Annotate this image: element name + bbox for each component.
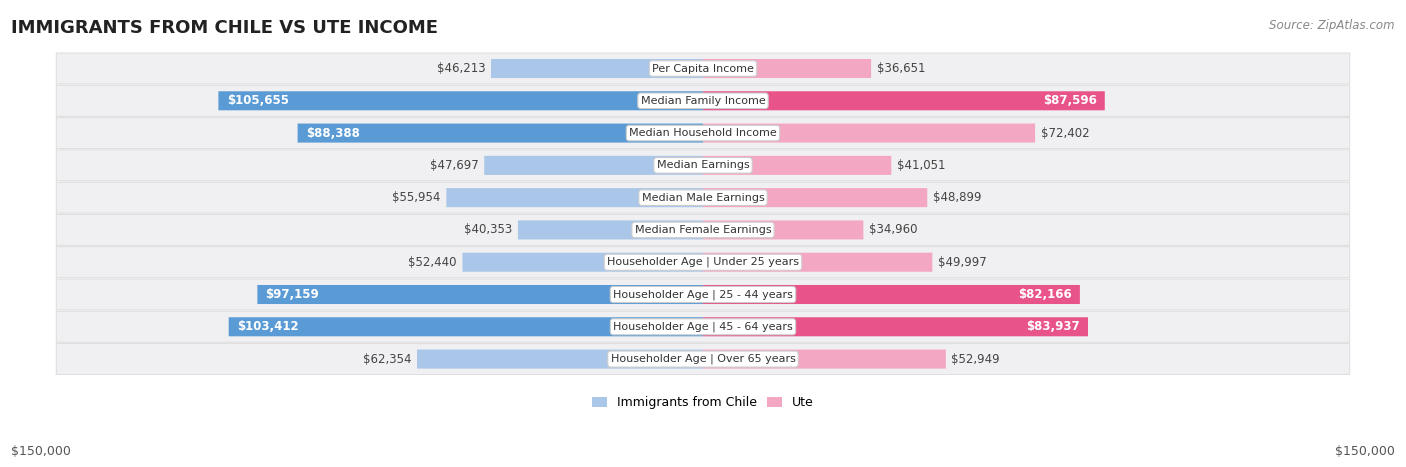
FancyBboxPatch shape xyxy=(703,350,946,368)
FancyBboxPatch shape xyxy=(703,124,1035,142)
FancyBboxPatch shape xyxy=(463,253,703,272)
Text: Median Family Income: Median Family Income xyxy=(641,96,765,106)
Text: $36,651: $36,651 xyxy=(876,62,925,75)
Text: $150,000: $150,000 xyxy=(1334,445,1395,458)
FancyBboxPatch shape xyxy=(56,279,1350,310)
Text: Per Capita Income: Per Capita Income xyxy=(652,64,754,73)
Text: Householder Age | Over 65 years: Householder Age | Over 65 years xyxy=(610,354,796,364)
FancyBboxPatch shape xyxy=(218,91,703,110)
Text: $46,213: $46,213 xyxy=(437,62,485,75)
Text: $97,159: $97,159 xyxy=(266,288,319,301)
FancyBboxPatch shape xyxy=(56,344,1350,375)
Text: $49,997: $49,997 xyxy=(938,256,987,269)
Text: $88,388: $88,388 xyxy=(307,127,360,140)
Text: Householder Age | 45 - 64 years: Householder Age | 45 - 64 years xyxy=(613,322,793,332)
FancyBboxPatch shape xyxy=(229,317,703,336)
FancyBboxPatch shape xyxy=(703,59,872,78)
Text: IMMIGRANTS FROM CHILE VS UTE INCOME: IMMIGRANTS FROM CHILE VS UTE INCOME xyxy=(11,19,439,37)
Text: $62,354: $62,354 xyxy=(363,353,412,366)
Text: $82,166: $82,166 xyxy=(1018,288,1071,301)
FancyBboxPatch shape xyxy=(56,182,1350,213)
FancyBboxPatch shape xyxy=(703,317,1088,336)
FancyBboxPatch shape xyxy=(703,156,891,175)
Text: $72,402: $72,402 xyxy=(1040,127,1090,140)
Text: $105,655: $105,655 xyxy=(226,94,288,107)
Text: $48,899: $48,899 xyxy=(932,191,981,204)
FancyBboxPatch shape xyxy=(703,188,928,207)
FancyBboxPatch shape xyxy=(484,156,703,175)
Text: $47,697: $47,697 xyxy=(430,159,478,172)
Text: Householder Age | Under 25 years: Householder Age | Under 25 years xyxy=(607,257,799,268)
FancyBboxPatch shape xyxy=(491,59,703,78)
Text: $40,353: $40,353 xyxy=(464,223,512,236)
FancyBboxPatch shape xyxy=(703,91,1105,110)
FancyBboxPatch shape xyxy=(56,247,1350,278)
Text: $52,440: $52,440 xyxy=(409,256,457,269)
FancyBboxPatch shape xyxy=(56,150,1350,181)
FancyBboxPatch shape xyxy=(298,124,703,142)
Text: Median Male Earnings: Median Male Earnings xyxy=(641,193,765,203)
FancyBboxPatch shape xyxy=(56,85,1350,116)
Text: $83,937: $83,937 xyxy=(1026,320,1080,333)
FancyBboxPatch shape xyxy=(703,220,863,240)
FancyBboxPatch shape xyxy=(56,311,1350,342)
Text: $52,949: $52,949 xyxy=(952,353,1000,366)
Text: Source: ZipAtlas.com: Source: ZipAtlas.com xyxy=(1270,19,1395,32)
Text: $103,412: $103,412 xyxy=(238,320,298,333)
FancyBboxPatch shape xyxy=(257,285,703,304)
Text: Householder Age | 25 - 44 years: Householder Age | 25 - 44 years xyxy=(613,289,793,300)
Text: $41,051: $41,051 xyxy=(897,159,945,172)
Text: $34,960: $34,960 xyxy=(869,223,917,236)
Text: $150,000: $150,000 xyxy=(11,445,72,458)
Text: $55,954: $55,954 xyxy=(392,191,441,204)
FancyBboxPatch shape xyxy=(446,188,703,207)
FancyBboxPatch shape xyxy=(703,253,932,272)
Text: Median Household Income: Median Household Income xyxy=(628,128,778,138)
Text: $87,596: $87,596 xyxy=(1043,94,1097,107)
FancyBboxPatch shape xyxy=(56,214,1350,246)
FancyBboxPatch shape xyxy=(517,220,703,240)
FancyBboxPatch shape xyxy=(56,118,1350,149)
Text: Median Earnings: Median Earnings xyxy=(657,160,749,170)
Legend: Immigrants from Chile, Ute: Immigrants from Chile, Ute xyxy=(588,391,818,414)
FancyBboxPatch shape xyxy=(703,285,1080,304)
Text: Median Female Earnings: Median Female Earnings xyxy=(634,225,772,235)
FancyBboxPatch shape xyxy=(56,53,1350,84)
FancyBboxPatch shape xyxy=(418,350,703,368)
